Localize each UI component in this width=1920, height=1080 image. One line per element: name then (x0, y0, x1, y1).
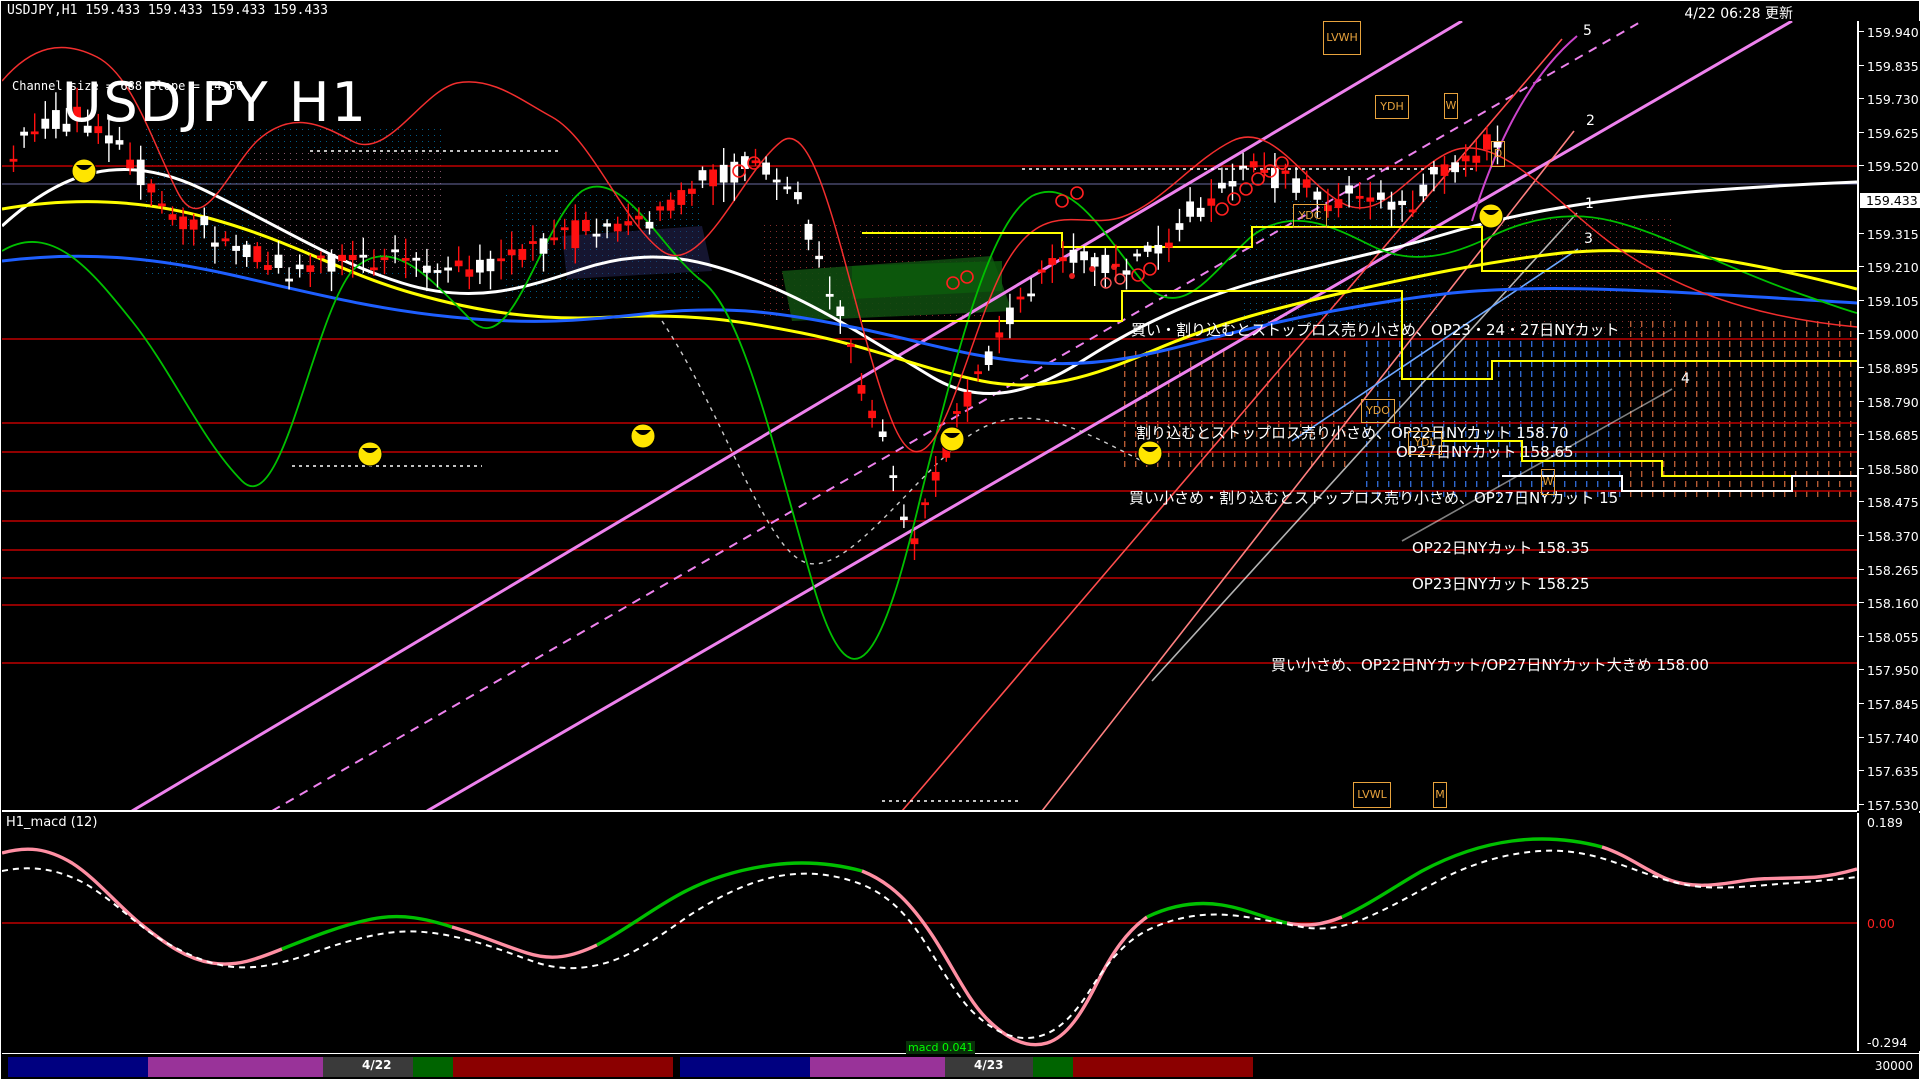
price-tick: 159.730 (1859, 92, 1920, 107)
macd-canvas (2, 813, 1857, 1051)
price-level-box-w2[interactable]: W (1541, 469, 1555, 495)
trendline-number: 1 (1585, 196, 1594, 212)
navigator-segment[interactable] (453, 1057, 673, 1077)
chart-annotation[interactable]: OP22日NYカット 158.35 (1412, 539, 1590, 557)
price-tick: 157.530 (1859, 798, 1920, 813)
time-navigator-bar[interactable]: 4/22 4/23 30000 (2, 1053, 1919, 1079)
chart-annotation[interactable]: 割り込むとストップロス売り小さめ、OP22日NYカット 158.70 (1136, 424, 1569, 442)
price-tick: 157.635 (1859, 764, 1920, 779)
price-tick: 158.475 (1859, 495, 1920, 510)
price-tick: 159.105 (1859, 294, 1920, 309)
price-tick: 158.265 (1859, 563, 1920, 578)
current-price-label: 159.433 (1860, 193, 1920, 208)
navigator-segment[interactable] (1033, 1057, 1073, 1077)
last-updated-label: 4/22 06:28 更新 (1684, 6, 1793, 22)
price-tick: 159.940 (1859, 25, 1920, 40)
price-tick: 158.160 (1859, 596, 1920, 611)
price-tick: 159.000 (1859, 327, 1920, 342)
navigator-segment[interactable] (323, 1057, 413, 1077)
chart-annotation[interactable]: 買い・割り込むとストップロス売り小さめ、OP23・24・27日NYカット (1131, 321, 1620, 339)
price-tick: 159.520 (1859, 159, 1920, 174)
price-level-box-ydh[interactable]: YDH (1375, 95, 1409, 119)
chart-header-bar: USDJPY,H1 159.433 159.433 159.433 159.43… (1, 1, 1920, 22)
trendline-number: 2 (1586, 113, 1595, 129)
price-tick: 159.210 (1859, 260, 1920, 275)
macd-pane[interactable]: H1_macd (12) (2, 813, 1857, 1051)
navigator-segment[interactable] (148, 1057, 323, 1077)
bar-count-label: 30000 (1874, 1059, 1913, 1073)
price-tick: 159.625 (1859, 126, 1920, 141)
price-level-box-m1[interactable]: M (1433, 782, 1447, 808)
navigator-segment[interactable] (1073, 1057, 1253, 1077)
price-level-box-d1[interactable]: D (1491, 141, 1505, 167)
navigator-segment[interactable] (680, 1057, 810, 1077)
price-level-box-ydo[interactable]: YDO (1361, 399, 1395, 423)
price-scale[interactable]: 159.940 159.835 159.730 159.625 159.520 159.4… (1857, 21, 1920, 813)
price-tick: 158.790 (1859, 395, 1920, 410)
pane-divider[interactable] (2, 810, 1857, 812)
macd-tick-bottom: -0.294 (1867, 1035, 1908, 1050)
macd-indicator-label: H1_macd (12) (6, 815, 98, 830)
price-tick: 157.845 (1859, 697, 1920, 712)
navigator-segment[interactable] (810, 1057, 945, 1077)
macd-scale[interactable]: 0.189 0.00 -0.294 (1857, 813, 1920, 1051)
price-tick: 158.895 (1859, 361, 1920, 376)
symbol-ohlc-label: USDJPY,H1 159.433 159.433 159.433 159.43… (7, 3, 328, 18)
macd-tick-zero: 0.00 (1867, 916, 1895, 931)
navigator-segment[interactable] (945, 1057, 1033, 1077)
price-tick: 158.580 (1859, 462, 1920, 477)
price-tick: 158.055 (1859, 630, 1920, 645)
chart-annotation[interactable]: 買い小さめ、OP22日NYカット/OP27日NYカット大きめ 158.00 (1271, 656, 1709, 674)
macd-tick-top: 0.189 (1867, 815, 1903, 830)
navigator-segment[interactable] (413, 1057, 453, 1077)
navigator-date-2: 4/23 (974, 1058, 1004, 1072)
navigator-segment[interactable] (8, 1057, 148, 1077)
price-chart-canvas (2, 21, 1857, 811)
price-tick: 157.950 (1859, 663, 1920, 678)
price-tick: 159.315 (1859, 227, 1920, 242)
price-level-box-lvwl[interactable]: LVWL (1353, 782, 1391, 808)
trendline-number: 3 (1584, 231, 1593, 247)
chart-annotation[interactable]: 買い小さめ・割り込むとストップロス売り小さめ、OP27日NYカット 15 (1129, 489, 1619, 507)
chart-annotation[interactable]: OP27日NYカット 158.65 (1396, 443, 1574, 461)
price-tick: 159.835 (1859, 59, 1920, 74)
price-level-box-ydl[interactable]: YDL (1408, 431, 1442, 455)
trendline-number: 5 (1583, 23, 1592, 39)
trendline-number: 4 (1681, 371, 1690, 387)
macd-value-badge: macd 0.041 (906, 1041, 976, 1054)
price-chart-pane[interactable]: USDJPY H1 Channel size = 688 Slope = 14.… (2, 21, 1857, 811)
price-level-box-ydc[interactable]: YDC (1293, 204, 1327, 228)
price-level-box-w1[interactable]: W (1444, 93, 1458, 119)
price-tick: 157.740 (1859, 731, 1920, 746)
price-tick: 158.685 (1859, 428, 1920, 443)
navigator-date-1: 4/22 (362, 1058, 392, 1072)
price-level-box-lvwh[interactable]: LVWH (1323, 21, 1361, 55)
chart-annotation[interactable]: OP23日NYカット 158.25 (1412, 575, 1590, 593)
price-tick: 158.370 (1859, 529, 1920, 544)
